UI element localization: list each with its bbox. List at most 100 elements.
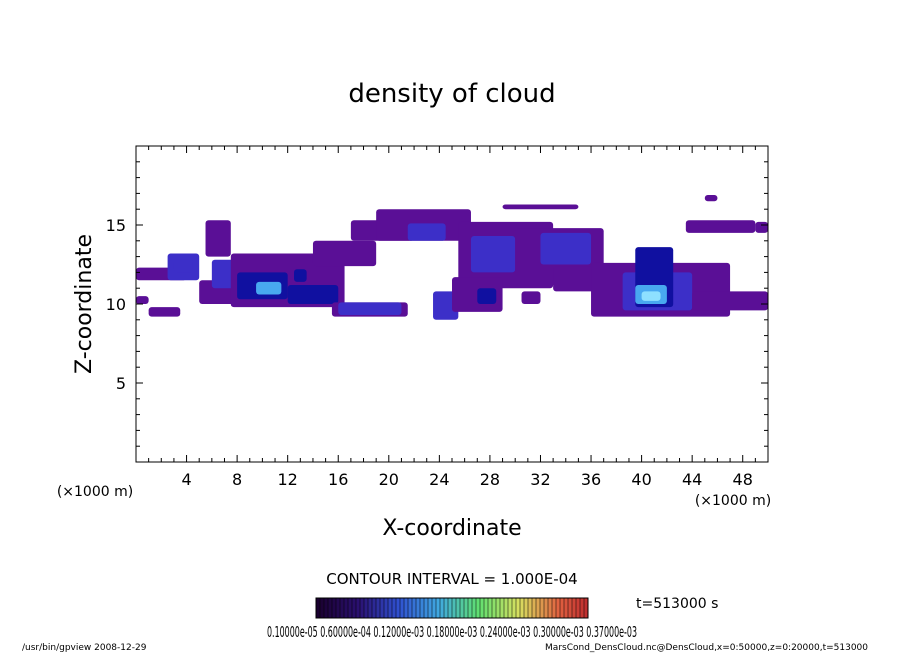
colorbar-segment	[360, 598, 365, 618]
colorbar-segment	[344, 598, 349, 618]
time-label: t=513000 s	[636, 596, 718, 612]
contour-interval-label: CONTOUR INTERVAL = 1.000E-04	[326, 570, 577, 588]
plot-area	[135, 145, 769, 463]
cloud-cell	[704, 194, 718, 202]
colorbar-segment	[580, 598, 585, 618]
colorbar-segment	[500, 598, 505, 618]
cloud-cell	[205, 220, 231, 257]
colorbar-segment	[480, 598, 485, 618]
colorbar-segment	[352, 598, 357, 618]
colorbar-segment	[428, 598, 433, 618]
y-tick-label: 10	[106, 295, 126, 314]
x-unit-label: (×1000 m)	[695, 493, 771, 509]
colorbar-segment	[520, 598, 525, 618]
colorbar-segment	[528, 598, 533, 618]
colorbar-segment	[476, 598, 481, 618]
cloud-cell	[540, 232, 592, 265]
x-tick-label: 16	[328, 470, 348, 489]
colorbar-segment	[568, 598, 573, 618]
colorbar-segment	[416, 598, 421, 618]
colorbar	[315, 598, 589, 618]
cloud-cell	[692, 291, 768, 311]
x-tick-label: 8	[232, 470, 242, 489]
colorbar-segment	[436, 598, 441, 618]
x-tick-label: 44	[682, 470, 702, 489]
colorbar-segment	[544, 598, 549, 618]
colorbar-segment	[400, 598, 405, 618]
colorbar-segment	[496, 598, 501, 618]
x-tick-label: 48	[733, 470, 753, 489]
y-tick-labels: 5 10 15	[106, 216, 126, 393]
colorbar-segment	[316, 598, 321, 618]
x-tick-label: 4	[181, 470, 191, 489]
colorbar-segment	[340, 598, 345, 618]
footer-left: /usr/bin/gpview 2008-12-29	[22, 643, 147, 653]
x-tick-label: 24	[429, 470, 449, 489]
colorbar-segment	[504, 598, 509, 618]
cloud-cell	[641, 291, 661, 301]
cloud-cell	[173, 259, 193, 273]
colorbar-segment	[572, 598, 577, 618]
colorbar-segment	[404, 598, 409, 618]
colorbar-segment	[420, 598, 425, 618]
colorbar-segment	[368, 598, 373, 618]
colorbar-segment	[412, 598, 417, 618]
cloud-cell	[287, 285, 339, 304]
colorbar-segment	[512, 598, 517, 618]
cloud-cell	[755, 221, 768, 233]
colorbar-segment	[472, 598, 477, 618]
y-tick-label: 5	[116, 374, 126, 393]
colorbar-segment	[356, 598, 361, 618]
colorbar-segment	[444, 598, 449, 618]
x-axis-label: X-coordinate	[382, 516, 521, 541]
cloud-cell	[407, 223, 446, 241]
colorbar-segment	[388, 598, 393, 618]
chart-title: density of cloud	[348, 79, 555, 109]
colorbar-segment	[524, 598, 529, 618]
colorbar-segment	[432, 598, 437, 618]
cloud-cell	[136, 296, 149, 304]
colorbar-segment	[324, 598, 329, 618]
colorbar-segment	[456, 598, 461, 618]
colorbar-segment	[328, 598, 333, 618]
cloud-cell	[470, 236, 516, 273]
colorbar-segment	[364, 598, 369, 618]
cloud-cell	[148, 307, 181, 317]
x-tick-label: 40	[631, 470, 651, 489]
cloud-cell	[338, 302, 402, 316]
y-tick-label: 15	[106, 216, 126, 235]
x-tick-labels: 4 8 12 16 20 24 28 32 36 40 44 48	[181, 470, 752, 489]
colorbar-segment	[464, 598, 469, 618]
colorbar-segment	[488, 598, 493, 618]
cloud-field	[136, 194, 768, 320]
colorbar-segment	[424, 598, 429, 618]
colorbar-segment	[564, 598, 569, 618]
colorbar-segment	[576, 598, 581, 618]
x-unit-left-label: (×1000 m)	[57, 484, 133, 500]
y-axis-label: Z-coordinate	[72, 234, 97, 374]
cloud-cell	[477, 288, 497, 304]
colorbar-segment	[376, 598, 381, 618]
colorbar-segment	[492, 598, 497, 618]
colorbar-segment	[440, 598, 445, 618]
x-tick-label: 12	[278, 470, 298, 489]
colorbar-segment	[392, 598, 397, 618]
colorbar-tick-labels: 0.10000e-05 0.60000e-04 0.12000e-03 0.18…	[267, 623, 637, 641]
colorbar-segment	[552, 598, 557, 618]
colorbar-segment	[372, 598, 377, 618]
cloud-cell	[502, 204, 579, 210]
cloud-cell	[294, 269, 307, 282]
colorbar-segment	[584, 598, 589, 618]
cloud-cell	[312, 240, 377, 267]
cloud-cell	[685, 220, 756, 233]
colorbar-segment	[560, 598, 565, 618]
x-tick-label: 20	[379, 470, 399, 489]
x-tick-label: 36	[581, 470, 601, 489]
colorbar-segment	[348, 598, 353, 618]
colorbar-segment	[556, 598, 561, 618]
colorbar-segment	[332, 598, 337, 618]
colorbar-segment	[532, 598, 537, 618]
cloud-cell	[256, 281, 282, 295]
footer-right: MarsCond_DensCloud.nc@DensCloud,x=0:5000…	[545, 643, 868, 653]
